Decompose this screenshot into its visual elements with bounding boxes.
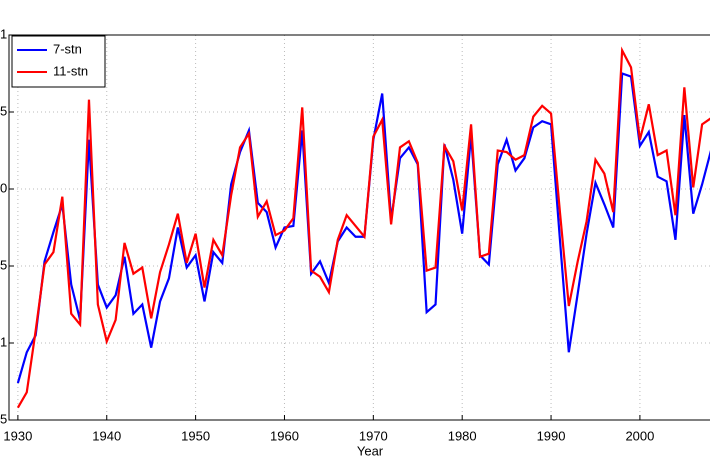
y-tick-label: 5 <box>0 411 7 426</box>
x-tick-label: 1940 <box>92 428 121 443</box>
plot-frame <box>8 34 710 421</box>
x-tick-label: 1960 <box>270 428 299 443</box>
y-tick-label: 1 <box>0 334 7 349</box>
x-tick-label: 1930 <box>3 428 32 443</box>
x-tick-label: 1950 <box>181 428 210 443</box>
y-tick-label: 0 <box>0 180 7 195</box>
x-tick-label: 1990 <box>537 428 566 443</box>
y-tick-label: 1 <box>0 26 7 41</box>
x-axis-label: Year <box>357 443 384 458</box>
x-tick-label: 1970 <box>359 428 388 443</box>
legend-label: 7-stn <box>53 41 82 56</box>
y-tick-label: 5 <box>0 103 7 118</box>
x-tick-label: 2000 <box>625 428 654 443</box>
y-tick-label: 5 <box>0 257 7 272</box>
series-line <box>16 46 710 409</box>
legend-label: 11-stn <box>53 63 88 78</box>
legend-box <box>11 35 106 88</box>
series-line <box>16 71 710 384</box>
x-tick-label: 1980 <box>448 428 477 443</box>
